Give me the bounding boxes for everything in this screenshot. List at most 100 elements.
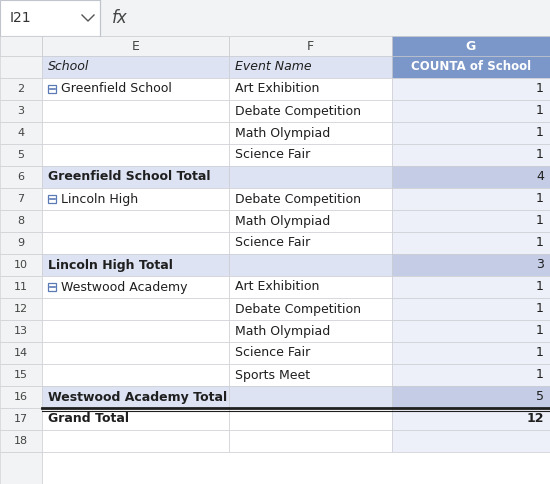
- Bar: [42, 56, 229, 78]
- Bar: [392, 56, 550, 78]
- Bar: [229, 342, 392, 364]
- Bar: [48, 195, 56, 203]
- Bar: [229, 298, 392, 320]
- Bar: [229, 276, 392, 298]
- Bar: [42, 122, 229, 144]
- Text: 17: 17: [14, 414, 28, 424]
- Text: 6: 6: [18, 172, 25, 182]
- Bar: [229, 320, 392, 342]
- Bar: [392, 166, 550, 188]
- Text: Science Fair: Science Fair: [235, 237, 310, 249]
- Bar: [0, 452, 42, 484]
- Bar: [229, 144, 392, 166]
- Bar: [229, 430, 392, 452]
- Bar: [0, 188, 42, 210]
- Text: 1: 1: [536, 193, 544, 206]
- Text: 1: 1: [536, 302, 544, 316]
- Text: Debate Competition: Debate Competition: [235, 105, 361, 118]
- Bar: [229, 254, 392, 276]
- Text: Art Exhibition: Art Exhibition: [235, 82, 320, 95]
- Text: 3: 3: [536, 258, 544, 272]
- Bar: [392, 320, 550, 342]
- Text: I21: I21: [10, 11, 32, 25]
- Text: Science Fair: Science Fair: [235, 347, 310, 360]
- Bar: [392, 210, 550, 232]
- Bar: [0, 342, 42, 364]
- Bar: [0, 408, 42, 430]
- Text: 4: 4: [536, 170, 544, 183]
- Bar: [392, 188, 550, 210]
- Text: E: E: [131, 40, 140, 52]
- Bar: [0, 320, 42, 342]
- Bar: [42, 188, 229, 210]
- Text: 1: 1: [536, 149, 544, 162]
- Bar: [42, 342, 229, 364]
- Bar: [42, 78, 229, 100]
- Bar: [0, 364, 42, 386]
- Bar: [392, 276, 550, 298]
- Text: 1: 1: [536, 368, 544, 381]
- Bar: [0, 0, 550, 36]
- Bar: [0, 122, 42, 144]
- Text: 11: 11: [14, 282, 28, 292]
- Bar: [0, 276, 42, 298]
- Bar: [229, 122, 392, 144]
- Text: 1: 1: [536, 281, 544, 293]
- Bar: [229, 408, 392, 430]
- Text: Lincoln High: Lincoln High: [61, 193, 138, 206]
- Bar: [42, 210, 229, 232]
- Bar: [229, 56, 392, 78]
- Bar: [0, 0, 100, 36]
- Text: 3: 3: [18, 106, 25, 116]
- Text: Greenfield School: Greenfield School: [61, 82, 172, 95]
- Text: Science Fair: Science Fair: [235, 149, 310, 162]
- Text: 1: 1: [536, 214, 544, 227]
- Bar: [392, 78, 550, 100]
- Bar: [392, 100, 550, 122]
- Bar: [229, 364, 392, 386]
- Text: Debate Competition: Debate Competition: [235, 193, 361, 206]
- Text: 16: 16: [14, 392, 28, 402]
- Bar: [42, 144, 229, 166]
- Bar: [42, 232, 229, 254]
- Bar: [42, 320, 229, 342]
- Bar: [42, 452, 550, 484]
- Bar: [48, 283, 56, 291]
- Bar: [42, 386, 229, 408]
- Bar: [392, 144, 550, 166]
- Bar: [229, 188, 392, 210]
- Text: 14: 14: [14, 348, 28, 358]
- Text: F: F: [307, 40, 314, 52]
- Bar: [392, 254, 550, 276]
- Text: 1: 1: [536, 105, 544, 118]
- Text: Math Olympiad: Math Olympiad: [235, 214, 330, 227]
- Bar: [42, 298, 229, 320]
- Text: Math Olympiad: Math Olympiad: [235, 126, 330, 139]
- Bar: [42, 254, 229, 276]
- Bar: [0, 56, 42, 78]
- Bar: [0, 36, 42, 56]
- Bar: [392, 298, 550, 320]
- Text: 10: 10: [14, 260, 28, 270]
- Text: 1: 1: [536, 324, 544, 337]
- Text: Greenfield School Total: Greenfield School Total: [48, 170, 211, 183]
- Bar: [0, 210, 42, 232]
- Text: 18: 18: [14, 436, 28, 446]
- Bar: [229, 78, 392, 100]
- Text: 9: 9: [18, 238, 25, 248]
- Bar: [392, 122, 550, 144]
- Bar: [229, 232, 392, 254]
- Bar: [0, 254, 42, 276]
- Bar: [42, 364, 229, 386]
- Text: Art Exhibition: Art Exhibition: [235, 281, 320, 293]
- Bar: [0, 232, 42, 254]
- Bar: [0, 430, 42, 452]
- Bar: [42, 430, 229, 452]
- Text: 12: 12: [526, 412, 544, 425]
- Text: Debate Competition: Debate Competition: [235, 302, 361, 316]
- Bar: [229, 36, 392, 56]
- Text: fx: fx: [112, 9, 128, 27]
- Bar: [42, 408, 229, 430]
- Text: 13: 13: [14, 326, 28, 336]
- Bar: [42, 166, 229, 188]
